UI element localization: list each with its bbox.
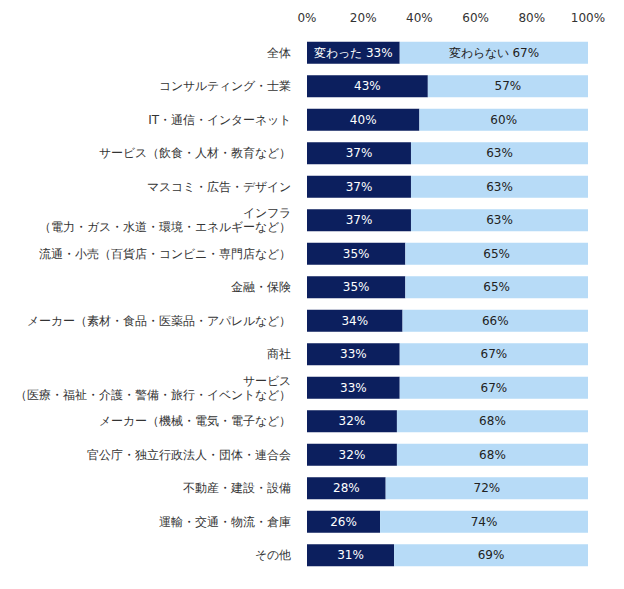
data-label: 74% bbox=[471, 515, 498, 529]
data-label: 変わらない 67% bbox=[449, 46, 540, 60]
bar-segment bbox=[386, 477, 588, 499]
category-label: 官公庁・独立行政法人・団体・連合会 bbox=[87, 448, 291, 462]
category-label: メーカー（素材・食品・医薬品・アパレルなど） bbox=[27, 314, 291, 328]
bar-segment bbox=[307, 75, 428, 97]
bar-segment bbox=[428, 75, 588, 97]
bar-segment bbox=[307, 109, 419, 131]
bar-segment bbox=[307, 477, 386, 499]
category-label: インフラ（電力・ガス・水道・環境・エネルギーなど） bbox=[39, 206, 291, 234]
data-label: 43% bbox=[354, 79, 381, 93]
data-label: 変わった 33% bbox=[314, 46, 393, 60]
bar-segment bbox=[411, 142, 588, 164]
data-label: 57% bbox=[495, 79, 522, 93]
bar-segment bbox=[307, 243, 405, 265]
bar-segment bbox=[419, 109, 588, 131]
data-label: 32% bbox=[339, 414, 366, 428]
bar-segment bbox=[307, 176, 411, 198]
bar-segment bbox=[411, 176, 588, 198]
category-label: 金融・保険 bbox=[231, 280, 291, 294]
data-label: 35% bbox=[343, 280, 370, 294]
bar-segment bbox=[403, 310, 588, 332]
data-label: 40% bbox=[350, 113, 377, 127]
bar-segment bbox=[397, 444, 588, 466]
bar-segment bbox=[307, 310, 403, 332]
bar-segment bbox=[307, 377, 400, 399]
x-tick-label: 40% bbox=[406, 11, 433, 25]
bar-segment bbox=[307, 42, 400, 64]
bar-segment bbox=[400, 343, 588, 365]
data-labels: 変わった 33% 43% 40% 37% 37% 37% 35% 35% 34% 33% 33% 32… bbox=[314, 46, 539, 563]
data-label: 37% bbox=[346, 180, 373, 194]
x-axis: 0% 20% 40% 60% 80% 100% bbox=[297, 11, 605, 25]
bar-segment bbox=[307, 410, 397, 432]
category-label: 商社 bbox=[267, 347, 291, 361]
bar-segment bbox=[411, 209, 588, 231]
data-label: 33% bbox=[340, 381, 367, 395]
x-tick-label: 80% bbox=[518, 11, 545, 25]
data-label: 68% bbox=[479, 448, 506, 462]
category-label: 不動産・建設・設備 bbox=[183, 481, 291, 495]
data-label: 63% bbox=[486, 213, 513, 227]
category-label: 流通・小売（百貨店・コンビニ・専門店など） bbox=[39, 247, 291, 261]
bar-segment bbox=[394, 544, 588, 566]
category-label: その他 bbox=[255, 548, 291, 562]
data-label: 66% bbox=[482, 314, 509, 328]
data-label: 67% bbox=[481, 381, 508, 395]
category-label: メーカー（機械・電気・電子など） bbox=[99, 414, 291, 428]
data-label: 34% bbox=[341, 314, 368, 328]
bar-segment bbox=[307, 209, 411, 231]
data-label: 65% bbox=[483, 280, 510, 294]
data-label: 32% bbox=[339, 448, 366, 462]
x-tick-label: 60% bbox=[462, 11, 489, 25]
data-label: 37% bbox=[346, 146, 373, 160]
data-label: 33% bbox=[340, 347, 367, 361]
data-label: 28% bbox=[333, 481, 360, 495]
data-label: 67% bbox=[481, 347, 508, 361]
data-label: 37% bbox=[346, 213, 373, 227]
data-label: 72% bbox=[474, 481, 501, 495]
bar-segment bbox=[400, 377, 588, 399]
bar-segment bbox=[307, 444, 397, 466]
category-label: マスコミ・広告・デザイン bbox=[147, 180, 291, 194]
bar-segment bbox=[397, 410, 588, 432]
data-label: 63% bbox=[486, 180, 513, 194]
bar-segment bbox=[307, 276, 405, 298]
bar-segment bbox=[307, 511, 380, 533]
category-label: コンサルティング・士業 bbox=[159, 79, 291, 93]
data-label: 68% bbox=[479, 414, 506, 428]
bar-segment bbox=[307, 142, 411, 164]
chart: 0% 20% 40% 60% 80% 100% 全体コンサルティング・士業 IT・通信・インタ… bbox=[0, 0, 624, 589]
data-label: 31% bbox=[337, 548, 364, 562]
category-label: サービス（飲食・人材・教育など） bbox=[99, 146, 291, 160]
bar-segment bbox=[405, 243, 588, 265]
bar-segment bbox=[380, 511, 588, 533]
bar-segment bbox=[400, 42, 588, 64]
category-label: 運輸・交通・物流・倉庫 bbox=[159, 515, 291, 529]
data-label: 26% bbox=[330, 515, 357, 529]
y-axis: 全体コンサルティング・士業 IT・通信・インターネットサービス（飲食・人材・教育な… bbox=[15, 46, 291, 563]
data-label: 60% bbox=[490, 113, 517, 127]
bars bbox=[307, 42, 588, 567]
x-tick-label: 0% bbox=[297, 11, 316, 25]
data-label: 69% bbox=[478, 548, 505, 562]
category-label: IT・通信・インターネット bbox=[148, 113, 291, 127]
data-label: 63% bbox=[486, 146, 513, 160]
x-tick-label: 100% bbox=[571, 11, 605, 25]
category-label: サービス（医療・福祉・介護・警備・旅行・イベントなど） bbox=[15, 374, 291, 402]
bar-segment bbox=[307, 343, 400, 365]
bar-segment bbox=[405, 276, 588, 298]
category-label: 全体 bbox=[267, 46, 291, 60]
bar-segment bbox=[307, 544, 394, 566]
data-label: 35% bbox=[343, 247, 370, 261]
x-tick-label: 20% bbox=[350, 11, 377, 25]
data-label: 65% bbox=[483, 247, 510, 261]
